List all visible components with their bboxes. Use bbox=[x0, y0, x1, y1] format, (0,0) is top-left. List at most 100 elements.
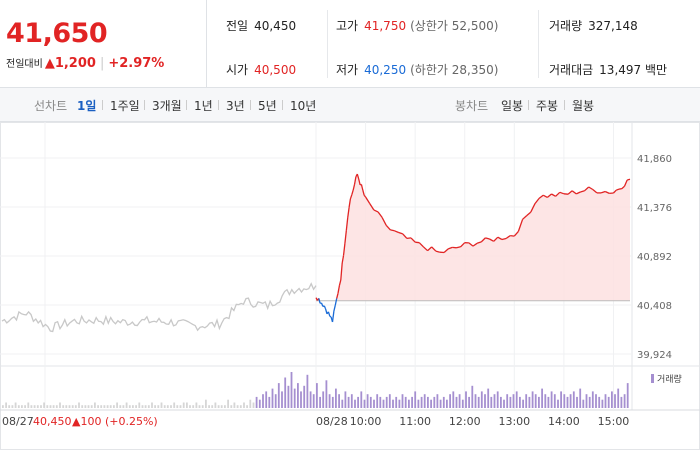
volume-bar bbox=[388, 394, 391, 408]
volume-bar bbox=[201, 405, 204, 408]
price-segment bbox=[604, 190, 610, 194]
volume-bar bbox=[414, 391, 417, 408]
price-fill-area bbox=[316, 174, 630, 301]
price-segment bbox=[331, 311, 335, 323]
stat-divider bbox=[327, 10, 328, 78]
period-1y-button[interactable]: 1년 bbox=[194, 99, 213, 113]
price-segment bbox=[377, 211, 383, 218]
period-10y-button[interactable]: 10년 bbox=[290, 99, 317, 113]
volume-bar bbox=[385, 396, 388, 408]
volume-bar bbox=[265, 391, 268, 408]
volume-bar bbox=[135, 405, 137, 408]
volume-bar bbox=[572, 391, 575, 408]
volume-bar bbox=[36, 405, 39, 408]
price-segment bbox=[555, 191, 561, 197]
volume-bar bbox=[258, 399, 261, 408]
price-segment bbox=[623, 179, 628, 187]
volume-label: 거래량 bbox=[549, 19, 583, 33]
volume-legend-label: 거래량 bbox=[657, 373, 682, 385]
volume-bar bbox=[78, 402, 80, 408]
price-segment bbox=[381, 217, 387, 226]
volume-bar bbox=[277, 383, 280, 408]
volume-bar bbox=[49, 405, 52, 408]
candle-weekly-button[interactable]: 주봉 bbox=[536, 99, 559, 113]
volume-bar bbox=[474, 394, 477, 408]
volume-bar bbox=[547, 396, 550, 408]
price-segment bbox=[345, 217, 349, 231]
volume-bar bbox=[166, 405, 169, 408]
volume-bar bbox=[192, 405, 195, 408]
price-segment bbox=[510, 234, 515, 237]
volume-bar bbox=[243, 402, 245, 408]
volume-bar bbox=[141, 405, 144, 408]
price-segment bbox=[460, 242, 466, 248]
volume-bar bbox=[21, 405, 23, 408]
price-segment bbox=[530, 203, 536, 213]
volume-bar bbox=[433, 396, 436, 408]
volume-bar bbox=[490, 396, 493, 408]
period-5y-button[interactable]: 5년 bbox=[258, 99, 277, 113]
period-1w-button[interactable]: 1주일 bbox=[110, 99, 140, 113]
period-3y-button[interactable]: 3년 bbox=[226, 99, 245, 113]
period-3m-button[interactable]: 3개월 bbox=[152, 99, 182, 113]
candle-daily-button[interactable]: 일봉 bbox=[501, 99, 524, 113]
volume-bar bbox=[487, 388, 490, 408]
volume-bar bbox=[461, 399, 464, 408]
volume-bar bbox=[236, 405, 239, 408]
volume-bar bbox=[465, 391, 467, 408]
volume-bar bbox=[46, 405, 49, 408]
price-segment bbox=[322, 305, 325, 308]
y-tick-label: 40,408 bbox=[637, 301, 672, 312]
price-segment bbox=[480, 237, 486, 243]
price-segment bbox=[615, 188, 620, 191]
price-segment bbox=[327, 311, 331, 317]
price-segment bbox=[584, 186, 590, 192]
volume-bar bbox=[363, 399, 366, 408]
volume-bar bbox=[626, 383, 629, 408]
volume-bar bbox=[195, 402, 198, 408]
price-segment bbox=[402, 233, 408, 239]
volume-bar bbox=[360, 391, 363, 408]
stat-prev-close: 전일 40,450 bbox=[226, 17, 296, 34]
price-segment bbox=[340, 262, 343, 281]
volume-bar bbox=[211, 405, 214, 408]
volume-bar bbox=[125, 402, 128, 408]
price-segment bbox=[344, 230, 347, 244]
volume-bar bbox=[623, 394, 626, 408]
toolbar-divider bbox=[144, 100, 145, 110]
volume-bar bbox=[347, 396, 350, 408]
volume-bar bbox=[373, 399, 375, 408]
volume-bar bbox=[90, 405, 93, 408]
price-segment bbox=[342, 243, 346, 256]
open-label: 시가 bbox=[226, 63, 249, 77]
price-segment bbox=[600, 190, 606, 194]
turnover-value: 13,497 bbox=[599, 63, 642, 77]
volume-bar bbox=[303, 385, 306, 408]
x-axis: 08/28 10:00 11:00 12:00 13:00 14:00 15:00 bbox=[316, 415, 629, 428]
period-1d-button[interactable]: 1일 bbox=[77, 99, 97, 113]
volume-bar bbox=[614, 394, 616, 408]
change-label: 전일대비 bbox=[6, 59, 43, 70]
candle-monthly-button[interactable]: 월봉 bbox=[572, 99, 595, 113]
volume-bar bbox=[284, 377, 287, 408]
volume-bar bbox=[281, 391, 283, 408]
volume-bar bbox=[119, 405, 122, 408]
price-segment bbox=[526, 211, 532, 217]
price-segment bbox=[580, 190, 585, 193]
volume-bar bbox=[411, 396, 413, 408]
volume-bar bbox=[182, 402, 185, 408]
x-tick-label: 12:00 bbox=[449, 415, 481, 428]
volume-bar bbox=[420, 396, 423, 408]
y-tick-label: 39,924 bbox=[637, 350, 672, 361]
volume-bar bbox=[595, 394, 597, 408]
volume-bar bbox=[423, 394, 426, 408]
high-label: 고가 bbox=[336, 19, 359, 33]
toolbar-divider bbox=[186, 100, 187, 110]
volume-bar bbox=[553, 394, 556, 408]
volume-bar bbox=[151, 402, 153, 408]
price-segment bbox=[338, 279, 342, 286]
volume-bar bbox=[290, 372, 293, 408]
volume-bar bbox=[442, 396, 445, 408]
volume-bar bbox=[173, 402, 176, 408]
volume-bar bbox=[522, 399, 524, 408]
